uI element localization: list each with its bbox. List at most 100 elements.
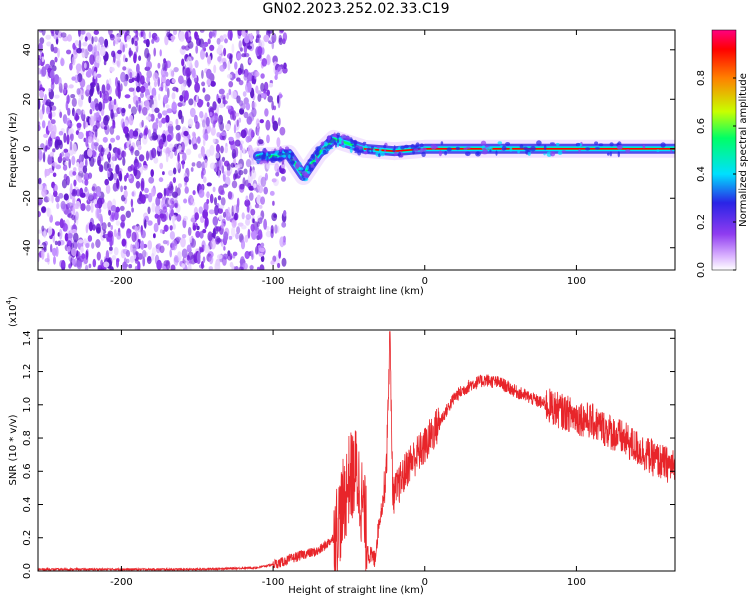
noise-dot xyxy=(279,126,286,136)
signal-speck xyxy=(557,150,563,155)
signal-speck xyxy=(372,148,376,152)
noise-dot xyxy=(259,247,265,253)
noise-dot xyxy=(102,136,108,143)
noise-dot xyxy=(51,247,57,257)
noise-dot xyxy=(147,220,153,226)
noise-dot xyxy=(280,168,286,175)
noise-dot xyxy=(71,97,77,107)
noise-dot xyxy=(167,123,174,134)
noise-dot xyxy=(234,169,238,180)
noise-dot xyxy=(234,61,238,70)
noise-dot xyxy=(205,149,212,158)
noise-dot xyxy=(132,130,139,137)
x-tick-label: 100 xyxy=(567,577,586,588)
noise-dot xyxy=(169,249,172,258)
signal-speck xyxy=(314,150,320,156)
noise-dot xyxy=(168,120,174,127)
noise-dot xyxy=(241,212,245,220)
noise-dot xyxy=(220,222,225,229)
noise-dot xyxy=(50,243,53,253)
noise-dot xyxy=(120,185,123,193)
noise-dot xyxy=(260,196,265,205)
noise-dot xyxy=(202,256,206,264)
noise-dot xyxy=(212,101,217,111)
signal-speck xyxy=(261,154,267,160)
noise-dot xyxy=(194,212,199,221)
noise-dot xyxy=(109,34,115,39)
noise-dot xyxy=(177,152,180,164)
noise-dot xyxy=(113,98,117,106)
noise-dot xyxy=(198,206,204,214)
noise-dot xyxy=(109,238,113,247)
x-tick-label: -100 xyxy=(262,276,285,287)
noise-dot xyxy=(226,92,229,100)
noise-dot xyxy=(154,98,158,110)
noise-dot xyxy=(159,213,165,219)
signal-speck xyxy=(327,135,331,141)
noise-dot xyxy=(170,208,175,217)
signal-speck xyxy=(555,142,560,146)
noise-dot xyxy=(125,258,130,264)
noise-dot xyxy=(38,149,42,155)
noise-dot xyxy=(227,60,231,71)
noise-dot xyxy=(58,228,63,240)
signal-speck xyxy=(517,150,520,154)
noise-dot xyxy=(89,108,93,115)
noise-dot xyxy=(199,30,205,33)
noise-dot xyxy=(53,255,56,265)
noise-dot xyxy=(175,185,178,197)
signal-speck xyxy=(438,150,442,157)
noise-dot xyxy=(226,105,232,110)
noise-dot xyxy=(215,235,221,245)
noise-dot xyxy=(224,38,228,44)
noise-dot xyxy=(191,131,196,138)
noise-dot xyxy=(209,111,213,117)
noise-dot xyxy=(49,151,55,158)
signal-speck xyxy=(383,144,387,149)
noise-dot xyxy=(124,43,128,48)
noise-dot xyxy=(39,90,44,99)
noise-dot xyxy=(141,119,144,128)
noise-dot xyxy=(170,264,176,270)
noise-dot xyxy=(218,204,225,209)
signal-speck xyxy=(321,147,325,150)
noise-dot xyxy=(222,211,227,218)
noise-dot xyxy=(249,265,254,270)
noise-dot xyxy=(228,81,234,88)
noise-dot xyxy=(181,263,186,269)
noise-dot xyxy=(181,248,188,259)
noise-dot xyxy=(218,117,221,128)
signal-speck xyxy=(393,151,398,156)
noise-dot xyxy=(85,70,92,78)
noise-dot xyxy=(112,173,118,180)
noise-dot xyxy=(274,224,278,234)
signal-speck xyxy=(527,151,531,156)
noise-dot xyxy=(208,255,214,265)
noise-dot xyxy=(196,94,199,104)
noise-dot xyxy=(234,139,241,147)
noise-dot xyxy=(38,197,43,206)
noise-dot xyxy=(190,167,194,172)
noise-dot xyxy=(68,84,74,89)
y-tick-label: 0.2 xyxy=(22,530,33,546)
noise-dot xyxy=(230,141,236,151)
noise-dot xyxy=(162,206,168,213)
noise-dot xyxy=(57,48,60,58)
noise-dot xyxy=(153,233,156,239)
noise-dot xyxy=(191,68,196,78)
noise-dot xyxy=(131,207,135,213)
noise-dot xyxy=(47,192,53,202)
noise-dot xyxy=(275,172,280,177)
noise-dot xyxy=(115,164,120,175)
noise-dot xyxy=(66,49,72,55)
noise-dot xyxy=(282,67,288,74)
noise-dot xyxy=(108,257,111,263)
signal-speck xyxy=(523,146,528,150)
noise-dot xyxy=(164,35,169,46)
noise-dot xyxy=(93,192,98,202)
noise-dot xyxy=(181,45,186,50)
noise-dot xyxy=(115,135,121,141)
spectrogram-y-label: Frequency (Hz) xyxy=(8,112,19,188)
noise-dot xyxy=(122,66,127,71)
noise-dot xyxy=(140,75,145,85)
